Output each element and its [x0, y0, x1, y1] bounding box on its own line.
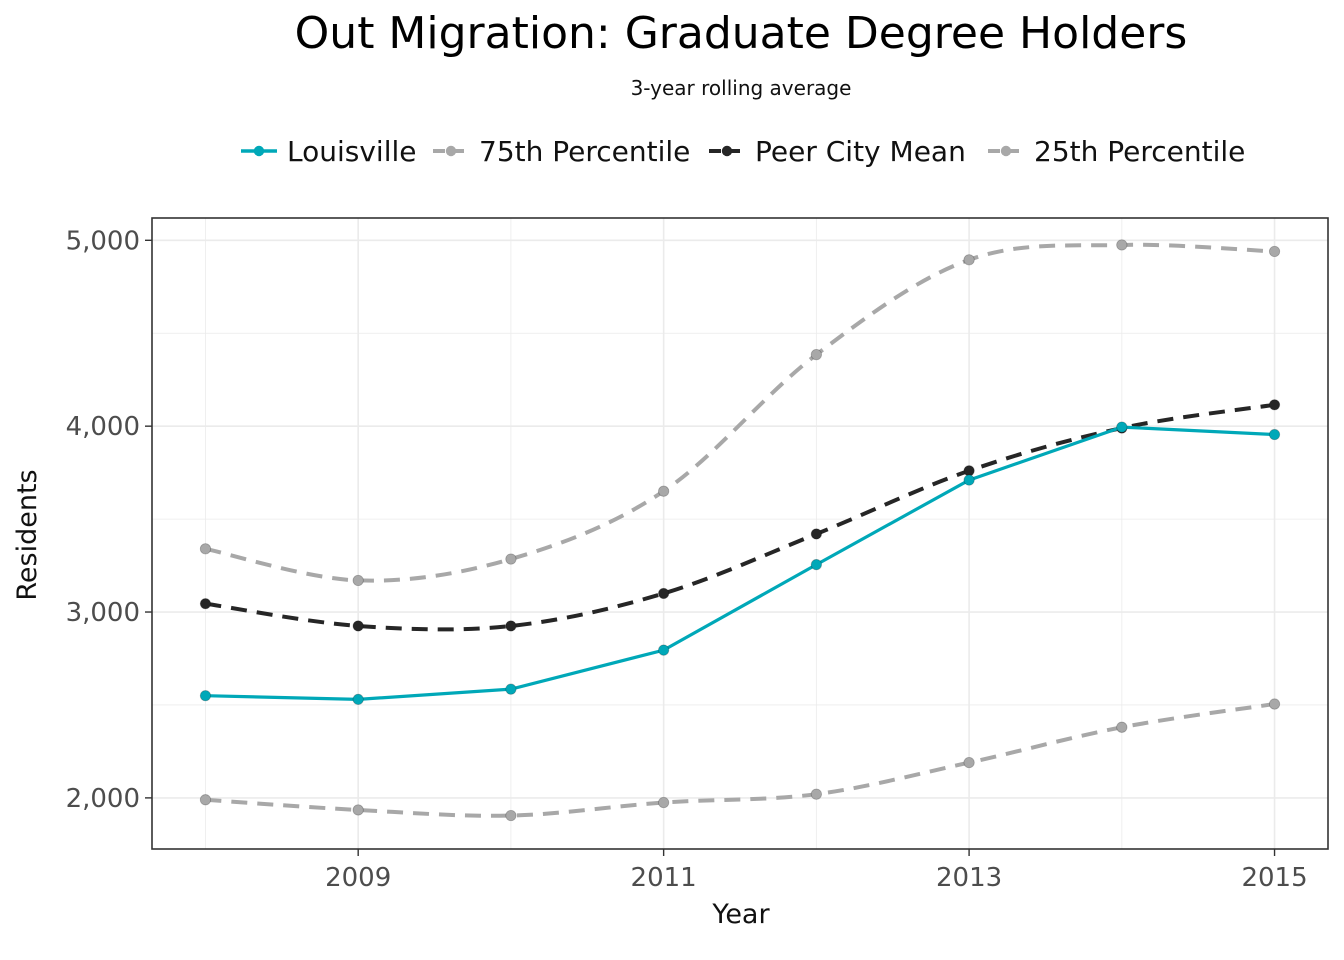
y-tick-label: 3,000 [66, 598, 140, 628]
data-point-75th-percentile [1268, 245, 1281, 258]
x-tick-label: 2015 [1241, 863, 1307, 893]
legend-label: 25th Percentile [1034, 135, 1245, 168]
legend: Louisville 75th Percentile Peer City Mean 2… [241, 135, 1245, 168]
gridlines [152, 218, 1328, 849]
legend-item-louisville: Louisville [241, 135, 417, 168]
series-peer-city-mean [199, 399, 1281, 632]
data-point-25th-percentile [658, 796, 670, 809]
y-axis: 2,000 3,000 4,000 5,000 [66, 226, 152, 814]
data-point-peer-city-mean [658, 587, 670, 600]
plot-area [151, 217, 1329, 850]
data-point-peer-city-mean [505, 620, 517, 632]
data-point-louisville [1116, 421, 1128, 433]
data-point-louisville [810, 559, 822, 571]
data-point-75th-percentile [505, 553, 517, 565]
series-line-25th-percentile [205, 702, 1275, 818]
y-tick-label: 4,000 [66, 412, 140, 442]
series-25th-percentile [199, 698, 1281, 822]
series-louisville [199, 421, 1281, 705]
x-axis-title: Year [711, 899, 770, 930]
data-point-75th-percentile [199, 543, 212, 555]
data-point-25th-percentile [1116, 721, 1128, 733]
legend-key-point [445, 145, 457, 157]
x-tick-label: 2013 [936, 863, 1002, 893]
data-point-25th-percentile [810, 788, 822, 800]
data-point-louisville [658, 644, 670, 656]
data-point-25th-percentile [199, 794, 212, 806]
data-point-peer-city-mean [352, 620, 364, 632]
legend-key-point [253, 145, 265, 157]
data-point-louisville [505, 683, 517, 695]
data-point-25th-percentile [963, 756, 975, 769]
legend-label: 75th Percentile [479, 135, 690, 168]
legend-item-75th-percentile: 75th Percentile [433, 135, 690, 168]
data-point-peer-city-mean [810, 528, 822, 540]
legend-label: Peer City Mean [755, 135, 966, 168]
chart-title: Out Migration: Graduate Degree Holders [295, 8, 1188, 59]
series-line-75th-percentile [205, 242, 1275, 583]
series-layer [199, 239, 1281, 822]
series-75th-percentile [199, 239, 1281, 587]
data-point-75th-percentile [810, 349, 822, 361]
legend-item-25th-percentile: 25th Percentile [988, 135, 1245, 168]
legend-key-point [1000, 145, 1012, 157]
x-tick-label: 2011 [631, 863, 697, 893]
data-point-25th-percentile [505, 809, 517, 822]
series-line-louisville [205, 425, 1275, 701]
data-point-louisville [963, 474, 975, 486]
series-line-peer-city-mean [205, 402, 1275, 632]
x-tick-label: 2009 [325, 863, 391, 893]
chart-subtitle: 3-year rolling average [631, 76, 852, 100]
legend-label: Louisville [287, 135, 417, 168]
legend-key-point [721, 145, 733, 157]
data-point-louisville [352, 693, 364, 705]
data-point-75th-percentile [658, 485, 670, 497]
data-point-25th-percentile [1268, 698, 1281, 710]
data-point-25th-percentile [352, 804, 364, 816]
y-tick-label: 2,000 [66, 784, 140, 814]
plot-border [151, 217, 1329, 850]
data-point-75th-percentile [1116, 239, 1128, 251]
y-tick-label: 5,000 [66, 226, 140, 256]
data-point-louisville [199, 690, 212, 702]
y-axis-title: Residents [12, 469, 43, 600]
data-point-75th-percentile [963, 254, 975, 266]
legend-item-peer-city-mean: Peer City Mean [709, 135, 966, 168]
data-point-louisville [1268, 428, 1281, 441]
x-axis: 2009 2011 2013 2015 [325, 849, 1308, 893]
data-point-75th-percentile [352, 574, 364, 587]
data-point-peer-city-mean [199, 598, 212, 610]
data-point-peer-city-mean [963, 465, 975, 477]
data-point-peer-city-mean [1268, 399, 1281, 411]
